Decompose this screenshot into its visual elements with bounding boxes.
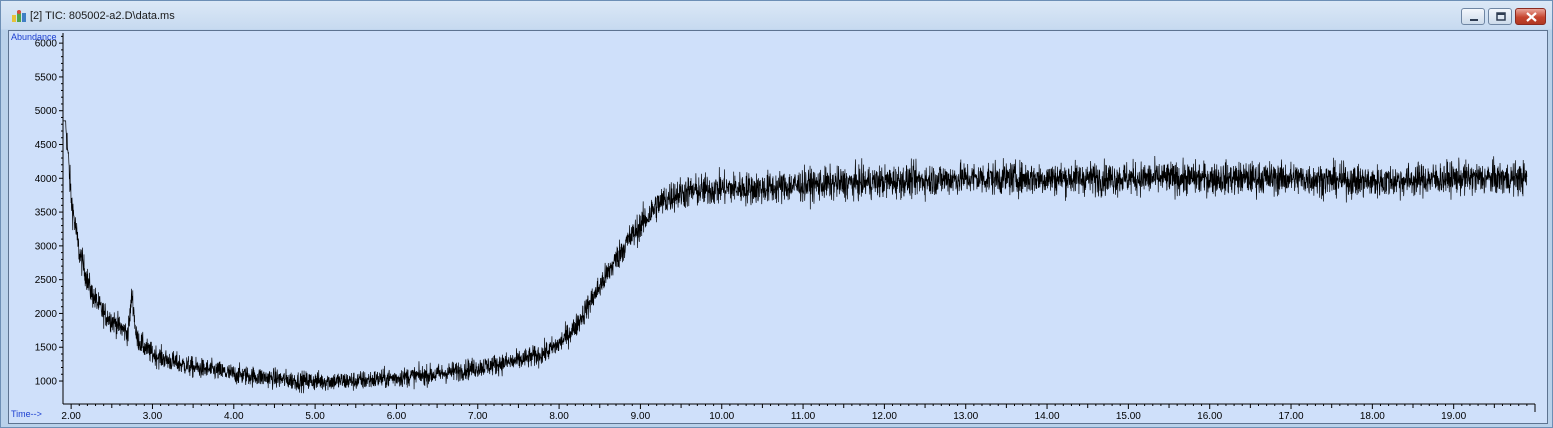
x-tick-label-6.00: 6.00	[387, 411, 407, 422]
x-tick-label-7.00: 7.00	[468, 411, 488, 422]
y-tick-label-1000: 1000	[35, 377, 58, 388]
minimize-icon	[1470, 19, 1478, 21]
y-tick-label-3000: 3000	[35, 241, 58, 252]
y-tick-label-5000: 5000	[35, 106, 58, 117]
x-tick-label-5.00: 5.00	[305, 411, 325, 422]
x-tick-label-11.00: 11.00	[791, 411, 816, 422]
chart-area[interactable]: 1000 1500 2000 2500 3000 3500 4000 4500 5000 5500…	[8, 30, 1548, 424]
x-tick-label-3.00: 3.00	[143, 411, 163, 422]
close-button[interactable]	[1515, 8, 1546, 25]
y-tick-label-5500: 5500	[35, 72, 58, 83]
x-tick-label-18.00: 18.00	[1360, 411, 1385, 422]
y-tick-label-2000: 2000	[35, 309, 58, 320]
x-axis-label: Time-->	[11, 409, 42, 419]
close-icon	[1526, 12, 1537, 22]
y-tick-label-3500: 3500	[35, 208, 58, 219]
y-tick-label-4500: 4500	[35, 140, 58, 151]
y-tick-label-6000: 6000	[35, 39, 58, 50]
chemstation-app-icon	[11, 9, 27, 23]
maximize-icon	[1496, 12, 1506, 21]
x-tick-label-12.00: 12.00	[872, 411, 897, 422]
x-tick-label-19.00: 19.00	[1441, 411, 1466, 422]
y-tick-label-1500: 1500	[35, 343, 58, 354]
y-axis-label: Abundance	[11, 32, 57, 42]
x-tick-label-14.00: 14.00	[1035, 411, 1060, 422]
minimize-button[interactable]	[1461, 8, 1485, 25]
tic-chart[interactable]: 1000 1500 2000 2500 3000 3500 4000 4500 5000 5500…	[9, 31, 1547, 423]
x-tick-label-17.00: 17.00	[1279, 411, 1304, 422]
x-tick-label-10.00: 10.00	[709, 411, 734, 422]
x-tick-label-2.00: 2.00	[61, 411, 81, 422]
x-tick-label-4.00: 4.00	[224, 411, 244, 422]
y-tick-label-4000: 4000	[35, 174, 58, 185]
window-title: [2] TIC: 805002-a2.D\data.ms	[30, 10, 175, 22]
y-tick-label-2500: 2500	[35, 275, 58, 286]
x-tick-label-15.00: 15.00	[1116, 411, 1141, 422]
x-tick-label-13.00: 13.00	[953, 411, 978, 422]
title-bar[interactable]: [2] TIC: 805002-a2.D\data.ms	[1, 1, 1552, 30]
x-tick-label-16.00: 16.00	[1197, 411, 1222, 422]
maximize-button[interactable]	[1488, 8, 1512, 25]
x-tick-label-9.00: 9.00	[631, 411, 651, 422]
x-tick-label-8.00: 8.00	[549, 411, 569, 422]
tic-trace-line	[63, 120, 1528, 394]
